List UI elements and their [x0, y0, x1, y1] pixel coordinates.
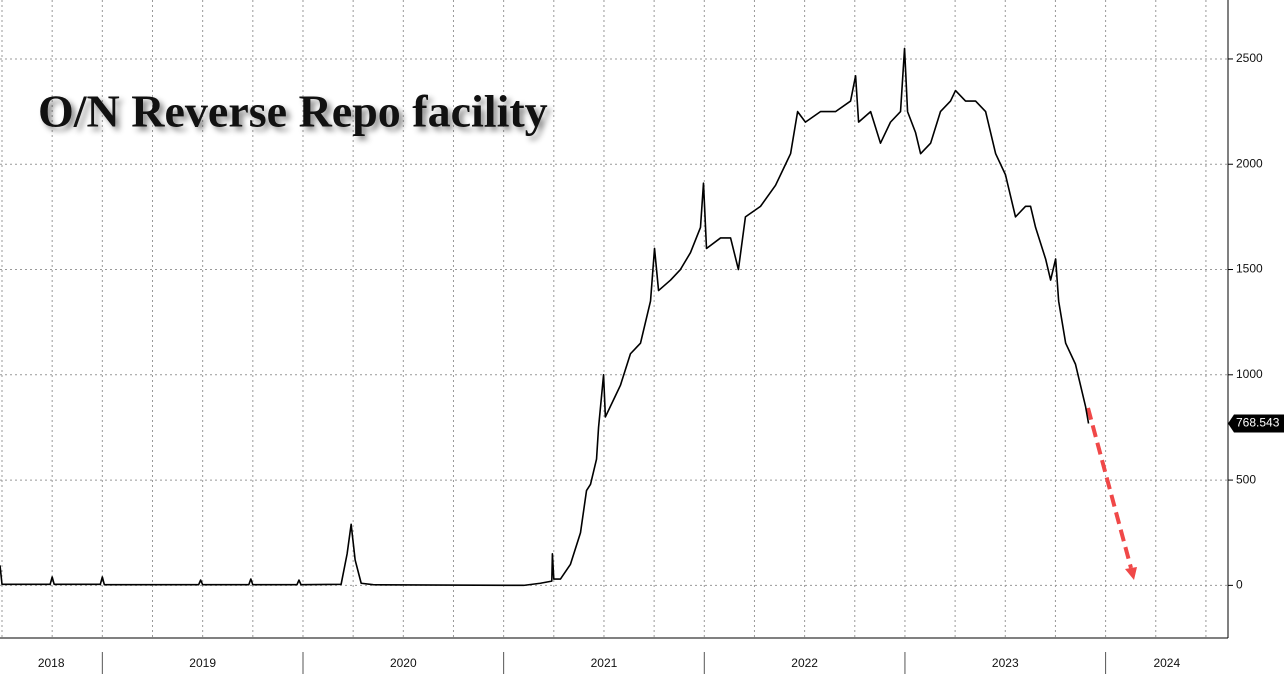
x-tick-label: 2021 [591, 656, 618, 670]
y-tick-label: 2000 [1236, 156, 1263, 170]
y-tick-label: 2500 [1236, 51, 1263, 65]
x-tick-label: 2018 [38, 656, 65, 670]
last-value-label: 768.543 [1236, 416, 1280, 430]
last-value-tag [1228, 414, 1284, 433]
x-tick-label: 2020 [390, 656, 417, 670]
y-tick-label: 0 [1236, 578, 1243, 592]
y-tick-label: 500 [1236, 472, 1256, 486]
y-tick-label: 1500 [1236, 262, 1263, 276]
x-tick-label: 2023 [992, 656, 1019, 670]
x-tick-label: 2022 [791, 656, 818, 670]
x-tick-label: 2024 [1153, 656, 1180, 670]
series-line [0, 47, 1090, 587]
x-tick-label: 2019 [189, 656, 216, 670]
y-tick-label: 1000 [1236, 367, 1263, 381]
overlay: 0 500 1000 1500 2000 2500 2018 2019 2020 2021 2022… [0, 47, 1284, 674]
chart-title: O/N Reverse Repo facility [38, 86, 548, 137]
projection-arrow [1086, 407, 1137, 580]
